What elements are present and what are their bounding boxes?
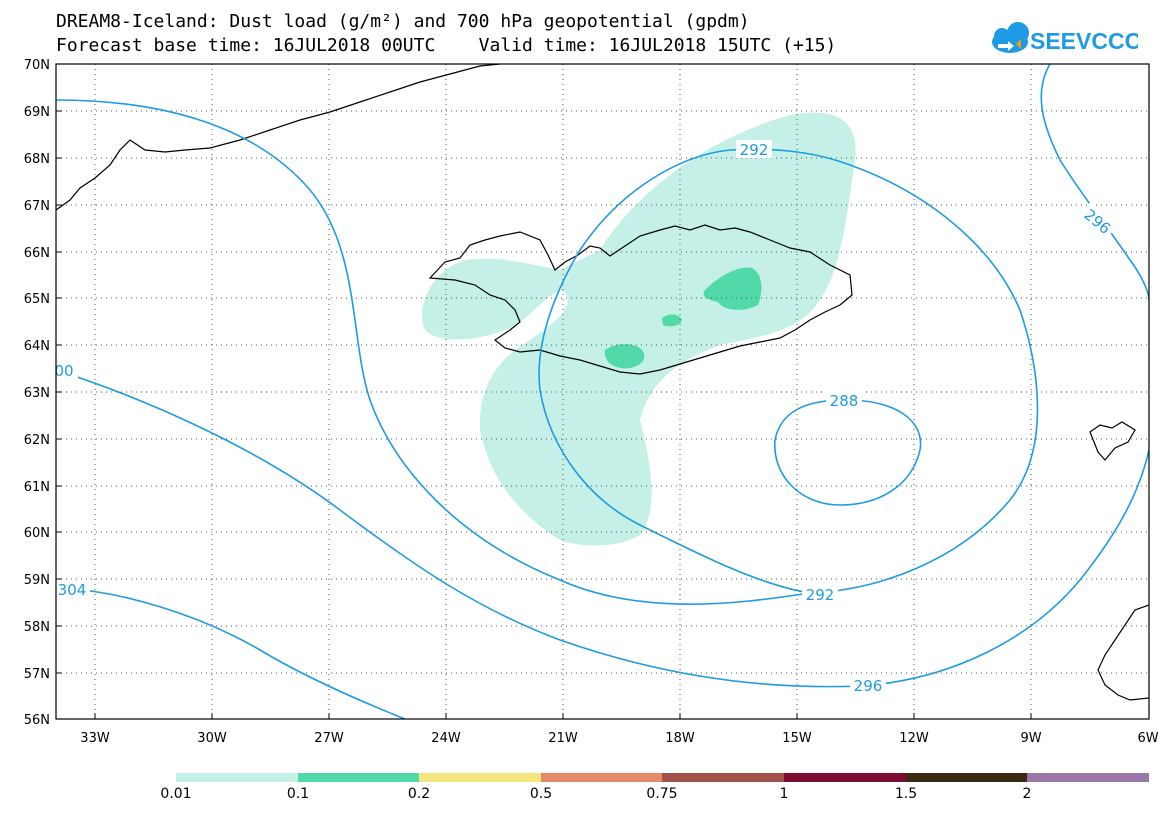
colorbar-segment [1027, 773, 1149, 782]
cloud-logo-icon [992, 22, 1029, 53]
contour-label: 292 [806, 586, 835, 604]
lat-label: 60N [24, 526, 50, 541]
lon-label: 21W [548, 731, 578, 746]
lat-label: 64N [24, 339, 50, 354]
colorbar-segment [662, 773, 784, 782]
lat-label: 58N [24, 620, 50, 635]
contour-label: 292 [740, 141, 769, 159]
contour-288 [774, 399, 922, 506]
colorbar-label: 0.01 [160, 786, 192, 802]
colorbar-label: 0.2 [407, 786, 431, 802]
contour-296-ne [1040, 64, 1149, 301]
lat-label: 68N [24, 152, 50, 167]
lat-label: 70N [24, 58, 50, 73]
colorbar-segment [541, 773, 662, 782]
coastlines [56, 64, 1149, 701]
greenland-coast [56, 64, 501, 211]
lat-label: 65N [24, 292, 50, 307]
colorbar-label: 2 [1022, 786, 1032, 802]
lon-label: 24W [431, 731, 461, 746]
dust-area-low [421, 112, 856, 546]
iceland-coast [428, 224, 853, 375]
lon-label: 12W [899, 731, 929, 746]
lat-label: 63N [24, 386, 50, 401]
lon-label: 6W [1137, 731, 1158, 746]
seevccc-logo: SEEVCCC [992, 22, 1138, 54]
lat-label: 57N [24, 667, 50, 682]
faroe-coast [1089, 421, 1136, 461]
colorbar-label: 1 [779, 786, 789, 802]
lat-grid [56, 110, 1149, 674]
colorbar-segment [906, 773, 1027, 782]
lat-label: 62N [24, 433, 50, 448]
lat-label: 59N [24, 573, 50, 588]
lat-label: 61N [24, 480, 50, 495]
lon-label: 33W [80, 731, 110, 746]
lon-label: 18W [665, 731, 695, 746]
colorbar-label: 0.1 [286, 786, 310, 802]
colorbar-label: 0.75 [646, 786, 678, 802]
tick-marks [56, 110, 1032, 719]
chart-subtitle: Forecast base time: 16JUL2018 00UTC Vali… [56, 35, 837, 56]
contour-label: 00 [54, 362, 73, 380]
lat-label: 66N [24, 246, 50, 261]
logo-text: SEEVCCC [1030, 28, 1138, 54]
contour-label: 288 [830, 392, 859, 410]
lat-label: 56N [24, 713, 50, 728]
colorbar-segment [298, 773, 419, 782]
colorbar-label: 0.5 [529, 786, 553, 802]
scotland-coast [1097, 604, 1149, 701]
colorbar-segment [419, 773, 541, 782]
lon-label: 30W [197, 731, 227, 746]
lon-labels: 33W 30W 27W 24W 21W 18W 15W 12W 9W 6W [80, 731, 1158, 746]
lon-label: 27W [314, 731, 344, 746]
contour-292-west [56, 99, 811, 606]
lon-label: 15W [782, 731, 812, 746]
lat-label: 69N [24, 105, 50, 120]
lat-labels: 70N 69N 68N 67N 66N 65N 64N 63N 62N 61N … [24, 58, 50, 728]
colorbar-label: 1.5 [894, 786, 918, 802]
colorbar-segment [784, 773, 906, 782]
lat-label: 67N [24, 199, 50, 214]
dust-area-mid-2 [604, 344, 645, 369]
dust-area-mid-1 [703, 267, 762, 310]
lon-label: 9W [1020, 731, 1041, 746]
lon-grid [94, 64, 1032, 719]
colorbar [176, 773, 1149, 782]
contour-304 [56, 587, 406, 719]
contour-label: 296 [854, 677, 883, 695]
contour-296 [56, 369, 1149, 688]
dust-area-mid-3 [662, 314, 682, 327]
chart-title: DREAM8-Iceland: Dust load (g/m²) and 700… [56, 11, 750, 32]
contour-label: 304 [58, 581, 87, 599]
colorbar-segment [176, 773, 298, 782]
